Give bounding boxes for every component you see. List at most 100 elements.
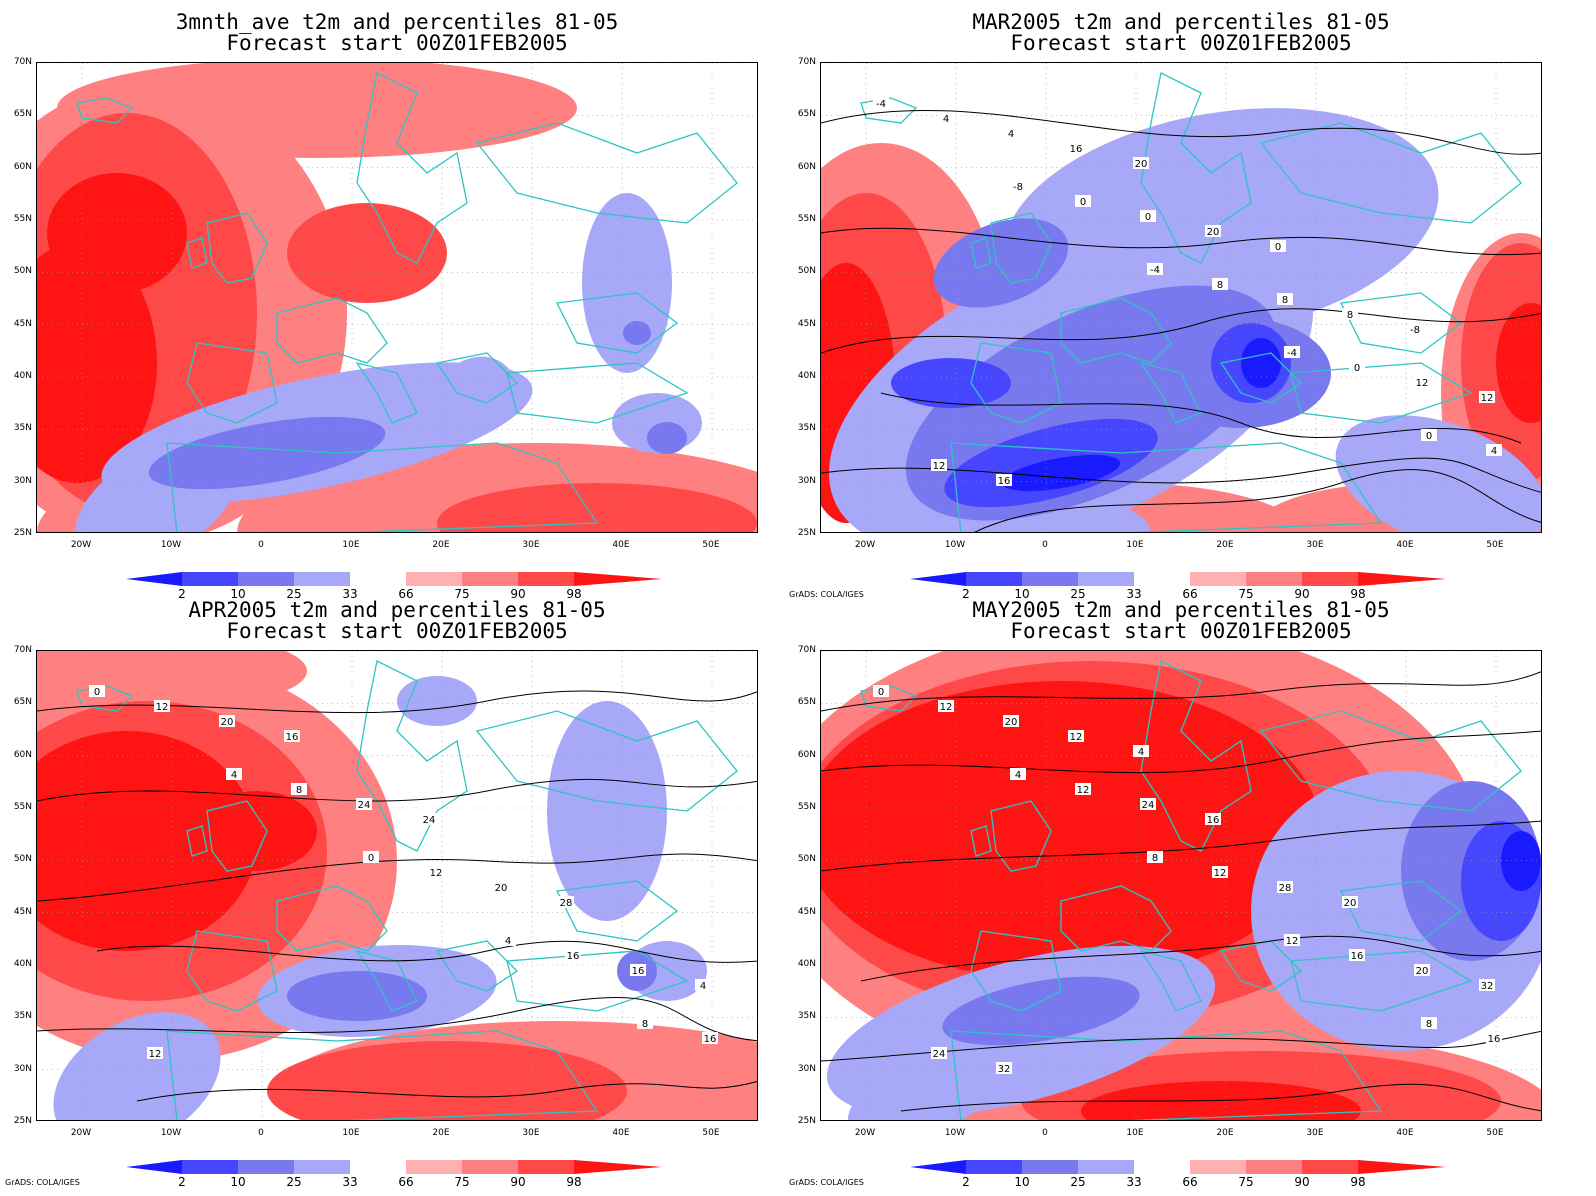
lon-tick-label: 20E	[432, 1128, 450, 1138]
percentile-shade	[647, 422, 687, 454]
coastline	[506, 950, 689, 1012]
contour-label: 4	[226, 768, 242, 781]
svg-text:12: 12	[1481, 393, 1494, 404]
lon-tick-label: 20E	[432, 540, 450, 550]
contour-label: 8	[1212, 278, 1228, 291]
colorbar-label: 90	[1294, 1175, 1310, 1189]
percentile-shade	[438, 356, 516, 430]
svg-text:20: 20	[1135, 159, 1148, 170]
lon-tick-label: 0	[1042, 540, 1048, 550]
contour-label: 0	[873, 685, 889, 698]
colorbar-segment	[294, 572, 350, 586]
lon-tick-label: 10W	[160, 1128, 182, 1138]
svg-text:0: 0	[368, 853, 374, 864]
contour-label: 0	[1140, 210, 1156, 223]
colorbar-segment	[966, 1160, 1022, 1174]
colorbar-label: 33	[1126, 587, 1142, 601]
contour-label: 16	[1349, 949, 1365, 962]
temperature-contour	[821, 227, 1541, 256]
percentile-shade	[148, 416, 386, 490]
percentile-shade	[197, 791, 317, 871]
svg-text:0: 0	[94, 687, 100, 698]
contour-label: 20	[1342, 896, 1358, 909]
colorbar-label: 66	[398, 1175, 414, 1189]
lat-tick-label: 40N	[13, 959, 32, 969]
contour-label: 8	[1277, 293, 1293, 306]
colorbar-arrow	[1358, 1160, 1446, 1174]
svg-text:8: 8	[1217, 280, 1223, 291]
colorbar-arrow	[126, 572, 182, 586]
coastline	[1140, 660, 1252, 852]
panel-subtitle: Forecast start 00Z01FEB2005	[1010, 619, 1352, 643]
colorbar-segment	[406, 1160, 462, 1174]
svg-text:12: 12	[1286, 936, 1299, 947]
panel-subtitle: Forecast start 00Z01FEB2005	[226, 619, 568, 643]
svg-text:24: 24	[358, 800, 371, 811]
lon-tick-label: 20E	[1216, 1128, 1234, 1138]
colorbar-label: 10	[1014, 587, 1030, 601]
lon-tick-label: 10W	[944, 1128, 966, 1138]
lon-tick-label: 30E	[522, 540, 540, 550]
temperature-contour	[900, 1083, 1541, 1112]
percentile-shade	[1241, 338, 1281, 388]
svg-text:4: 4	[1138, 747, 1144, 758]
colorbar-label: 75	[1238, 587, 1254, 601]
contour-label: 12	[147, 1047, 163, 1060]
coastline	[950, 442, 1383, 532]
colorbar-segment	[182, 572, 238, 586]
svg-text:32: 32	[1481, 981, 1494, 992]
lon-tick-label: 20E	[1216, 540, 1234, 550]
contour-label: 12	[938, 700, 954, 713]
colorbar-segment	[1190, 1160, 1246, 1174]
svg-text:16: 16	[1351, 951, 1364, 962]
contour-label: 0	[1421, 429, 1437, 442]
credit-text: GrADS: COLA/IGES	[789, 590, 864, 599]
svg-text:8: 8	[1426, 1019, 1432, 1030]
coastline	[276, 297, 388, 364]
temperature-contour	[880, 392, 1522, 444]
map-area: -4 -8 -4 -4 0 4 0 8 0 4 4 0 8 12 12 16 20 8 12 16 20 0 -8	[820, 62, 1542, 533]
lat-tick-label: 30N	[797, 475, 816, 486]
lat-tick-label: 60N	[13, 749, 32, 760]
lat-tick-label: 50N	[797, 854, 816, 865]
percentile-shade	[623, 321, 651, 345]
contour-label: 32	[996, 1062, 1012, 1075]
colorbar-label: 90	[510, 587, 526, 601]
temperature-contour	[821, 308, 1541, 354]
contour-label: 24	[356, 798, 372, 811]
lat-tick-label: 60N	[797, 161, 816, 172]
lat-tick-label: 70N	[797, 645, 816, 655]
svg-text:0: 0	[1080, 197, 1086, 208]
svg-text:20: 20	[495, 883, 508, 894]
percentile-shade	[57, 63, 577, 158]
contour-label: 20	[1205, 225, 1221, 238]
contour-label: 4	[1010, 768, 1026, 781]
svg-text:4: 4	[700, 981, 706, 992]
contour-label: 20	[1414, 964, 1430, 977]
lat-tick-label: 60N	[797, 749, 816, 760]
svg-text:16: 16	[704, 1034, 717, 1045]
contour-label: 0	[363, 851, 379, 864]
contour-label: 20	[219, 715, 235, 728]
contour-label: 8	[291, 783, 307, 796]
coastline	[186, 237, 208, 269]
colorbar-segment	[462, 572, 518, 586]
colorbar-label: 98	[1350, 1175, 1366, 1189]
colorbar-segment	[1134, 572, 1190, 586]
colorbar-segment	[1302, 1160, 1358, 1174]
coastline	[356, 660, 468, 852]
contour-label: 0	[1075, 195, 1091, 208]
contour-label: 4	[500, 934, 516, 947]
contour-label: 4	[938, 112, 954, 125]
coastline	[435, 352, 519, 404]
percentile-shade	[437, 483, 757, 532]
coastline	[990, 800, 1052, 872]
lon-tick-label: 50E	[1486, 540, 1504, 550]
svg-text:16: 16	[998, 476, 1011, 487]
contour-label: 0	[1270, 240, 1286, 253]
coastline	[76, 97, 134, 124]
lon-tick-label: 50E	[702, 540, 720, 550]
lon-tick-label: 10W	[160, 540, 182, 550]
lat-tick-label: 65N	[13, 109, 32, 120]
coastline	[970, 930, 1062, 1012]
